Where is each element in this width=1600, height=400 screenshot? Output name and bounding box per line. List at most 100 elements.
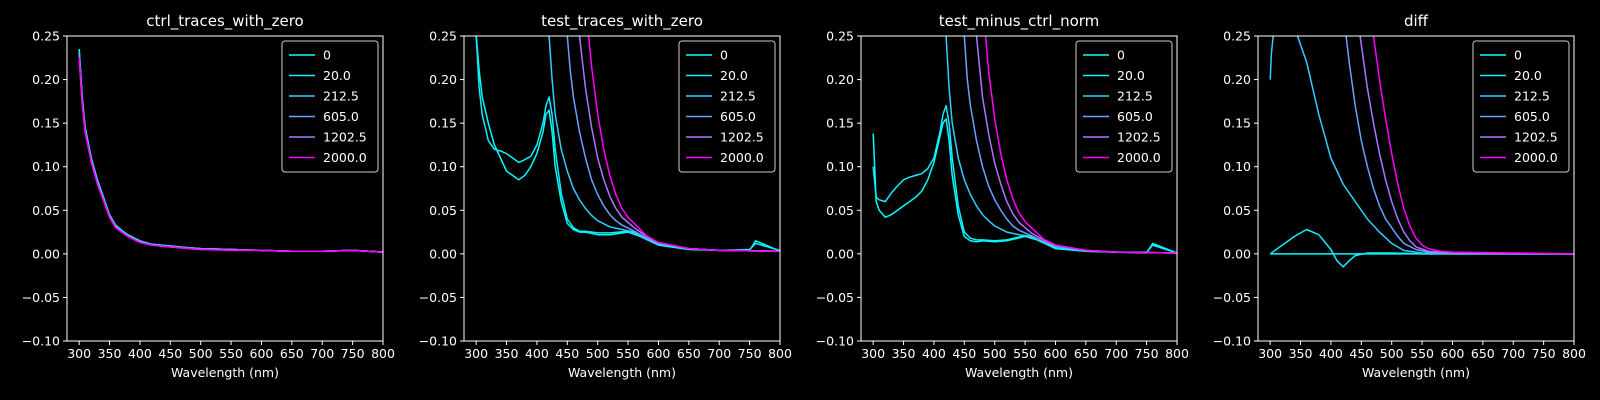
legend-label: 0 xyxy=(323,48,331,63)
chart-panel-4: diff 300 350 400 450 500 550 600 650 700 750 800 −0.… xyxy=(1213,12,1586,380)
legend-label: 2000.0 xyxy=(1514,150,1558,165)
y-tick-label: −0.10 xyxy=(22,334,60,349)
x-tick-label: 500 xyxy=(189,346,213,361)
x-tick-label: 600 xyxy=(250,346,274,361)
x-tick-label: 450 xyxy=(555,346,579,361)
x-tick-label: 650 xyxy=(280,346,304,361)
x-tick-label: 600 xyxy=(1044,346,1068,361)
y-tick-label: 0.05 xyxy=(429,203,457,218)
x-tick-label: 350 xyxy=(892,346,916,361)
x-tick-label: 350 xyxy=(1289,346,1313,361)
y-tick-label: 0.10 xyxy=(826,159,854,174)
x-tick-label: 650 xyxy=(677,346,701,361)
x-tick-label: 550 xyxy=(1410,346,1434,361)
legend-label: 605.0 xyxy=(720,109,756,124)
y-tick-label: 0.05 xyxy=(826,203,854,218)
x-tick-label: 300 xyxy=(861,346,885,361)
x-tick-label: 350 xyxy=(98,346,122,361)
legend-label: 0 xyxy=(1514,48,1522,63)
legend-box xyxy=(678,40,776,173)
x-tick-label: 700 xyxy=(1104,346,1128,361)
series-line-212.5 xyxy=(1269,36,1574,255)
legend-label: 212.5 xyxy=(1117,89,1153,104)
x-tick-label: 600 xyxy=(1441,346,1465,361)
y-tick-label: 0.25 xyxy=(826,29,854,44)
y-tick-label: −0.10 xyxy=(419,334,457,349)
x-tick-label: 750 xyxy=(341,346,365,361)
legend-label: 212.5 xyxy=(720,89,756,104)
x-tick-label: 350 xyxy=(495,346,519,361)
x-tick-label: 300 xyxy=(1258,346,1282,361)
x-tick-label: 650 xyxy=(1074,346,1098,361)
y-tick-label: 0.25 xyxy=(32,29,60,44)
y-tick-label: −0.05 xyxy=(419,290,457,305)
series-lines xyxy=(1269,36,1574,268)
x-tick-label: 550 xyxy=(616,346,640,361)
y-tick-label: −0.05 xyxy=(816,290,854,305)
y-tick-label: 0.20 xyxy=(32,72,60,87)
x-tick-label: 450 xyxy=(158,346,182,361)
legend-box xyxy=(1472,40,1570,173)
series-line-1202.5 xyxy=(1359,36,1574,255)
x-tick-label: 300 xyxy=(464,346,488,361)
series-lines xyxy=(475,36,780,252)
legend: 0 20.0 212.5 605.0 1202.5 2000.0 xyxy=(1472,40,1570,173)
plot-frame xyxy=(1257,35,1575,342)
y-tick-label: 0.05 xyxy=(32,203,60,218)
y-tick-label: 0.25 xyxy=(429,29,457,44)
y-tick-label: 0.00 xyxy=(429,246,457,261)
y-tick-label: 0.25 xyxy=(1223,29,1251,44)
series-line-2000.0 xyxy=(587,36,780,252)
y-tick-label: −0.10 xyxy=(816,334,854,349)
legend-label: 1202.5 xyxy=(1117,130,1161,145)
legend-label: 20.0 xyxy=(720,68,748,83)
y-tick-label: 0.05 xyxy=(1223,203,1251,218)
y-tick-label: 0.00 xyxy=(826,246,854,261)
legend-label: 2000.0 xyxy=(323,150,367,165)
legend-label: 212.5 xyxy=(1514,89,1550,104)
x-tick-label: 750 xyxy=(1532,346,1556,361)
chart-title: ctrl_traces_with_zero xyxy=(146,12,303,31)
x-axis-label: Wavelength (nm) xyxy=(171,365,279,380)
x-tick-label: 450 xyxy=(1349,346,1373,361)
legend-label: 212.5 xyxy=(323,89,359,104)
x-tick-label: 400 xyxy=(525,346,549,361)
y-tick-label: 0.20 xyxy=(826,72,854,87)
x-tick-label: 800 xyxy=(1562,346,1586,361)
x-axis-label: Wavelength (nm) xyxy=(965,365,1073,380)
plot-frame xyxy=(463,35,781,342)
legend: 0 20.0 212.5 605.0 1202.5 2000.0 xyxy=(281,40,379,173)
x-tick-label: 700 xyxy=(707,346,731,361)
series-line-2000.0 xyxy=(984,36,1177,254)
x-tick-label: 750 xyxy=(1135,346,1159,361)
x-axis-label: Wavelength (nm) xyxy=(1362,365,1470,380)
x-tick-label: 500 xyxy=(983,346,1007,361)
x-tick-label: 300 xyxy=(67,346,91,361)
y-tick-label: 0.10 xyxy=(429,159,457,174)
y-tick-label: 0.15 xyxy=(429,116,457,131)
plot-frame xyxy=(66,35,384,342)
legend-label: 1202.5 xyxy=(1514,130,1558,145)
y-tick-label: 0.15 xyxy=(1223,116,1251,131)
chart-panel-2: test_traces_with_zero 300 350 400 450 500 550 6… xyxy=(419,12,792,380)
plot-frame xyxy=(860,35,1178,342)
y-tick-label: 0.20 xyxy=(429,72,457,87)
series-line-20.0 xyxy=(872,104,1177,254)
x-tick-label: 400 xyxy=(922,346,946,361)
y-tick-label: 0.10 xyxy=(32,159,60,174)
x-tick-label: 600 xyxy=(647,346,671,361)
x-tick-label: 550 xyxy=(219,346,243,361)
legend-label: 20.0 xyxy=(1514,68,1542,83)
legend-label: 0 xyxy=(720,48,728,63)
legend-label: 0 xyxy=(1117,48,1125,63)
y-tick-label: 0.15 xyxy=(826,116,854,131)
y-tick-label: 0.20 xyxy=(1223,72,1251,87)
x-tick-label: 800 xyxy=(371,346,395,361)
legend-box xyxy=(281,40,379,173)
y-tick-label: −0.05 xyxy=(1213,290,1251,305)
series-line-2000.0 xyxy=(1372,36,1574,255)
x-tick-label: 700 xyxy=(1501,346,1525,361)
x-tick-label: 750 xyxy=(738,346,762,361)
x-tick-label: 800 xyxy=(1165,346,1189,361)
